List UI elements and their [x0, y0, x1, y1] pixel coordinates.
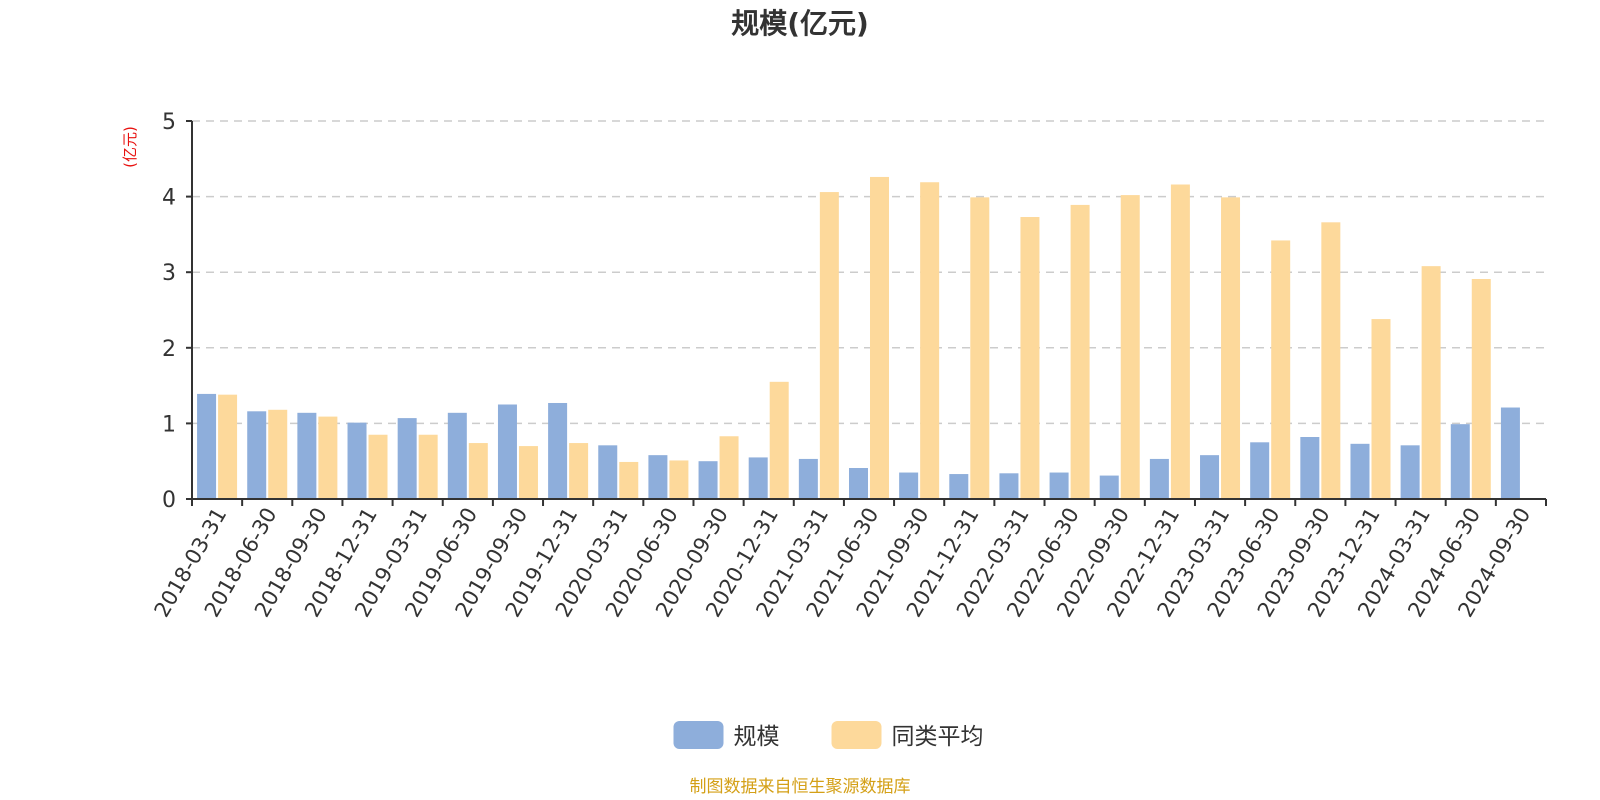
- bar-scale[interactable]: [548, 402, 568, 499]
- bar-scale[interactable]: [1300, 437, 1320, 499]
- bar-scale[interactable]: [1049, 472, 1069, 499]
- bar-peer-average[interactable]: [870, 176, 889, 499]
- bar-peer-average[interactable]: [1221, 197, 1241, 499]
- bar-scale[interactable]: [949, 474, 969, 499]
- bar-peer-average[interactable]: [1471, 279, 1491, 499]
- bar-peer-average[interactable]: [1271, 240, 1291, 499]
- bar-peer-average[interactable]: [1120, 195, 1140, 499]
- bar-scale[interactable]: [1500, 407, 1520, 499]
- bar-peer-average[interactable]: [318, 416, 338, 499]
- bar-scale[interactable]: [598, 445, 618, 499]
- legend-item-peer-average[interactable]: 同类平均: [831, 721, 984, 750]
- legend-label: 同类平均: [892, 724, 984, 750]
- bar-peer-average[interactable]: [719, 436, 739, 499]
- bar-scale[interactable]: [347, 422, 367, 499]
- y-tick-labels: 0 1 2 3 4 5: [162, 110, 176, 513]
- bar-peer-average[interactable]: [669, 460, 689, 499]
- bar-scale[interactable]: [447, 412, 467, 499]
- bar-scale[interactable]: [1450, 424, 1470, 499]
- bar-peer-average[interactable]: [1170, 184, 1190, 499]
- bar-peer-average[interactable]: [569, 443, 589, 499]
- bar-scale[interactable]: [497, 404, 517, 500]
- bar-peer-average[interactable]: [468, 443, 488, 499]
- legend[interactable]: 规模 同类平均: [673, 721, 984, 750]
- bar-peer-average[interactable]: [218, 394, 238, 499]
- bar-scale[interactable]: [798, 458, 818, 499]
- bar-peer-average[interactable]: [920, 182, 940, 499]
- y-tick-label: 0: [162, 488, 176, 513]
- bar-peer-average[interactable]: [769, 381, 789, 499]
- legend-swatch: [673, 721, 724, 749]
- bar-scale[interactable]: [648, 455, 668, 499]
- bars: [197, 176, 1520, 500]
- legend-swatch: [831, 721, 882, 749]
- grid-lines: [192, 120, 1546, 425]
- y-tick-label: 1: [162, 412, 176, 437]
- bar-scale[interactable]: [849, 468, 868, 499]
- y-axis-unit-label: (亿元): [121, 126, 139, 168]
- bar-scale[interactable]: [1200, 455, 1220, 499]
- bar-peer-average[interactable]: [1070, 204, 1090, 499]
- x-tick-labels: 2018-03-312018-06-302018-09-302018-12-31…: [150, 504, 1536, 622]
- bar-peer-average[interactable]: [1421, 266, 1441, 499]
- bar-peer-average[interactable]: [418, 434, 438, 499]
- y-tick-label: 4: [162, 186, 176, 211]
- bar-scale[interactable]: [1350, 443, 1370, 499]
- bar-peer-average[interactable]: [518, 446, 538, 499]
- bar-scale[interactable]: [748, 457, 768, 499]
- bar-peer-average[interactable]: [368, 434, 388, 499]
- y-tick-label: 2: [162, 337, 176, 362]
- legend-item-scale[interactable]: 规模: [673, 721, 780, 750]
- bar-scale[interactable]: [999, 473, 1019, 499]
- bar-scale[interactable]: [297, 412, 317, 499]
- bar-peer-average[interactable]: [1371, 319, 1391, 499]
- bar-scale[interactable]: [247, 411, 267, 499]
- bar-peer-average[interactable]: [268, 409, 288, 499]
- axes: [186, 120, 1547, 506]
- bar-scale[interactable]: [1250, 442, 1270, 499]
- bar-peer-average[interactable]: [1020, 217, 1040, 499]
- y-tick-label: 3: [162, 261, 176, 286]
- bar-scale[interactable]: [397, 418, 417, 499]
- bar-scale[interactable]: [899, 472, 919, 499]
- bar-peer-average[interactable]: [819, 192, 839, 499]
- bar-peer-average[interactable]: [619, 461, 639, 499]
- y-tick-label: 5: [162, 110, 176, 135]
- bar-scale[interactable]: [1400, 445, 1420, 499]
- bar-scale[interactable]: [1099, 475, 1119, 499]
- source-note: 制图数据来自恒生聚源数据库: [690, 777, 911, 797]
- chart-title: 规模(亿元): [731, 7, 869, 40]
- legend-label: 规模: [734, 724, 780, 750]
- bar-scale[interactable]: [698, 461, 718, 499]
- bar-peer-average[interactable]: [970, 197, 990, 499]
- bar-scale[interactable]: [197, 393, 217, 499]
- bar-scale[interactable]: [1149, 458, 1169, 499]
- bar-peer-average[interactable]: [1321, 222, 1341, 499]
